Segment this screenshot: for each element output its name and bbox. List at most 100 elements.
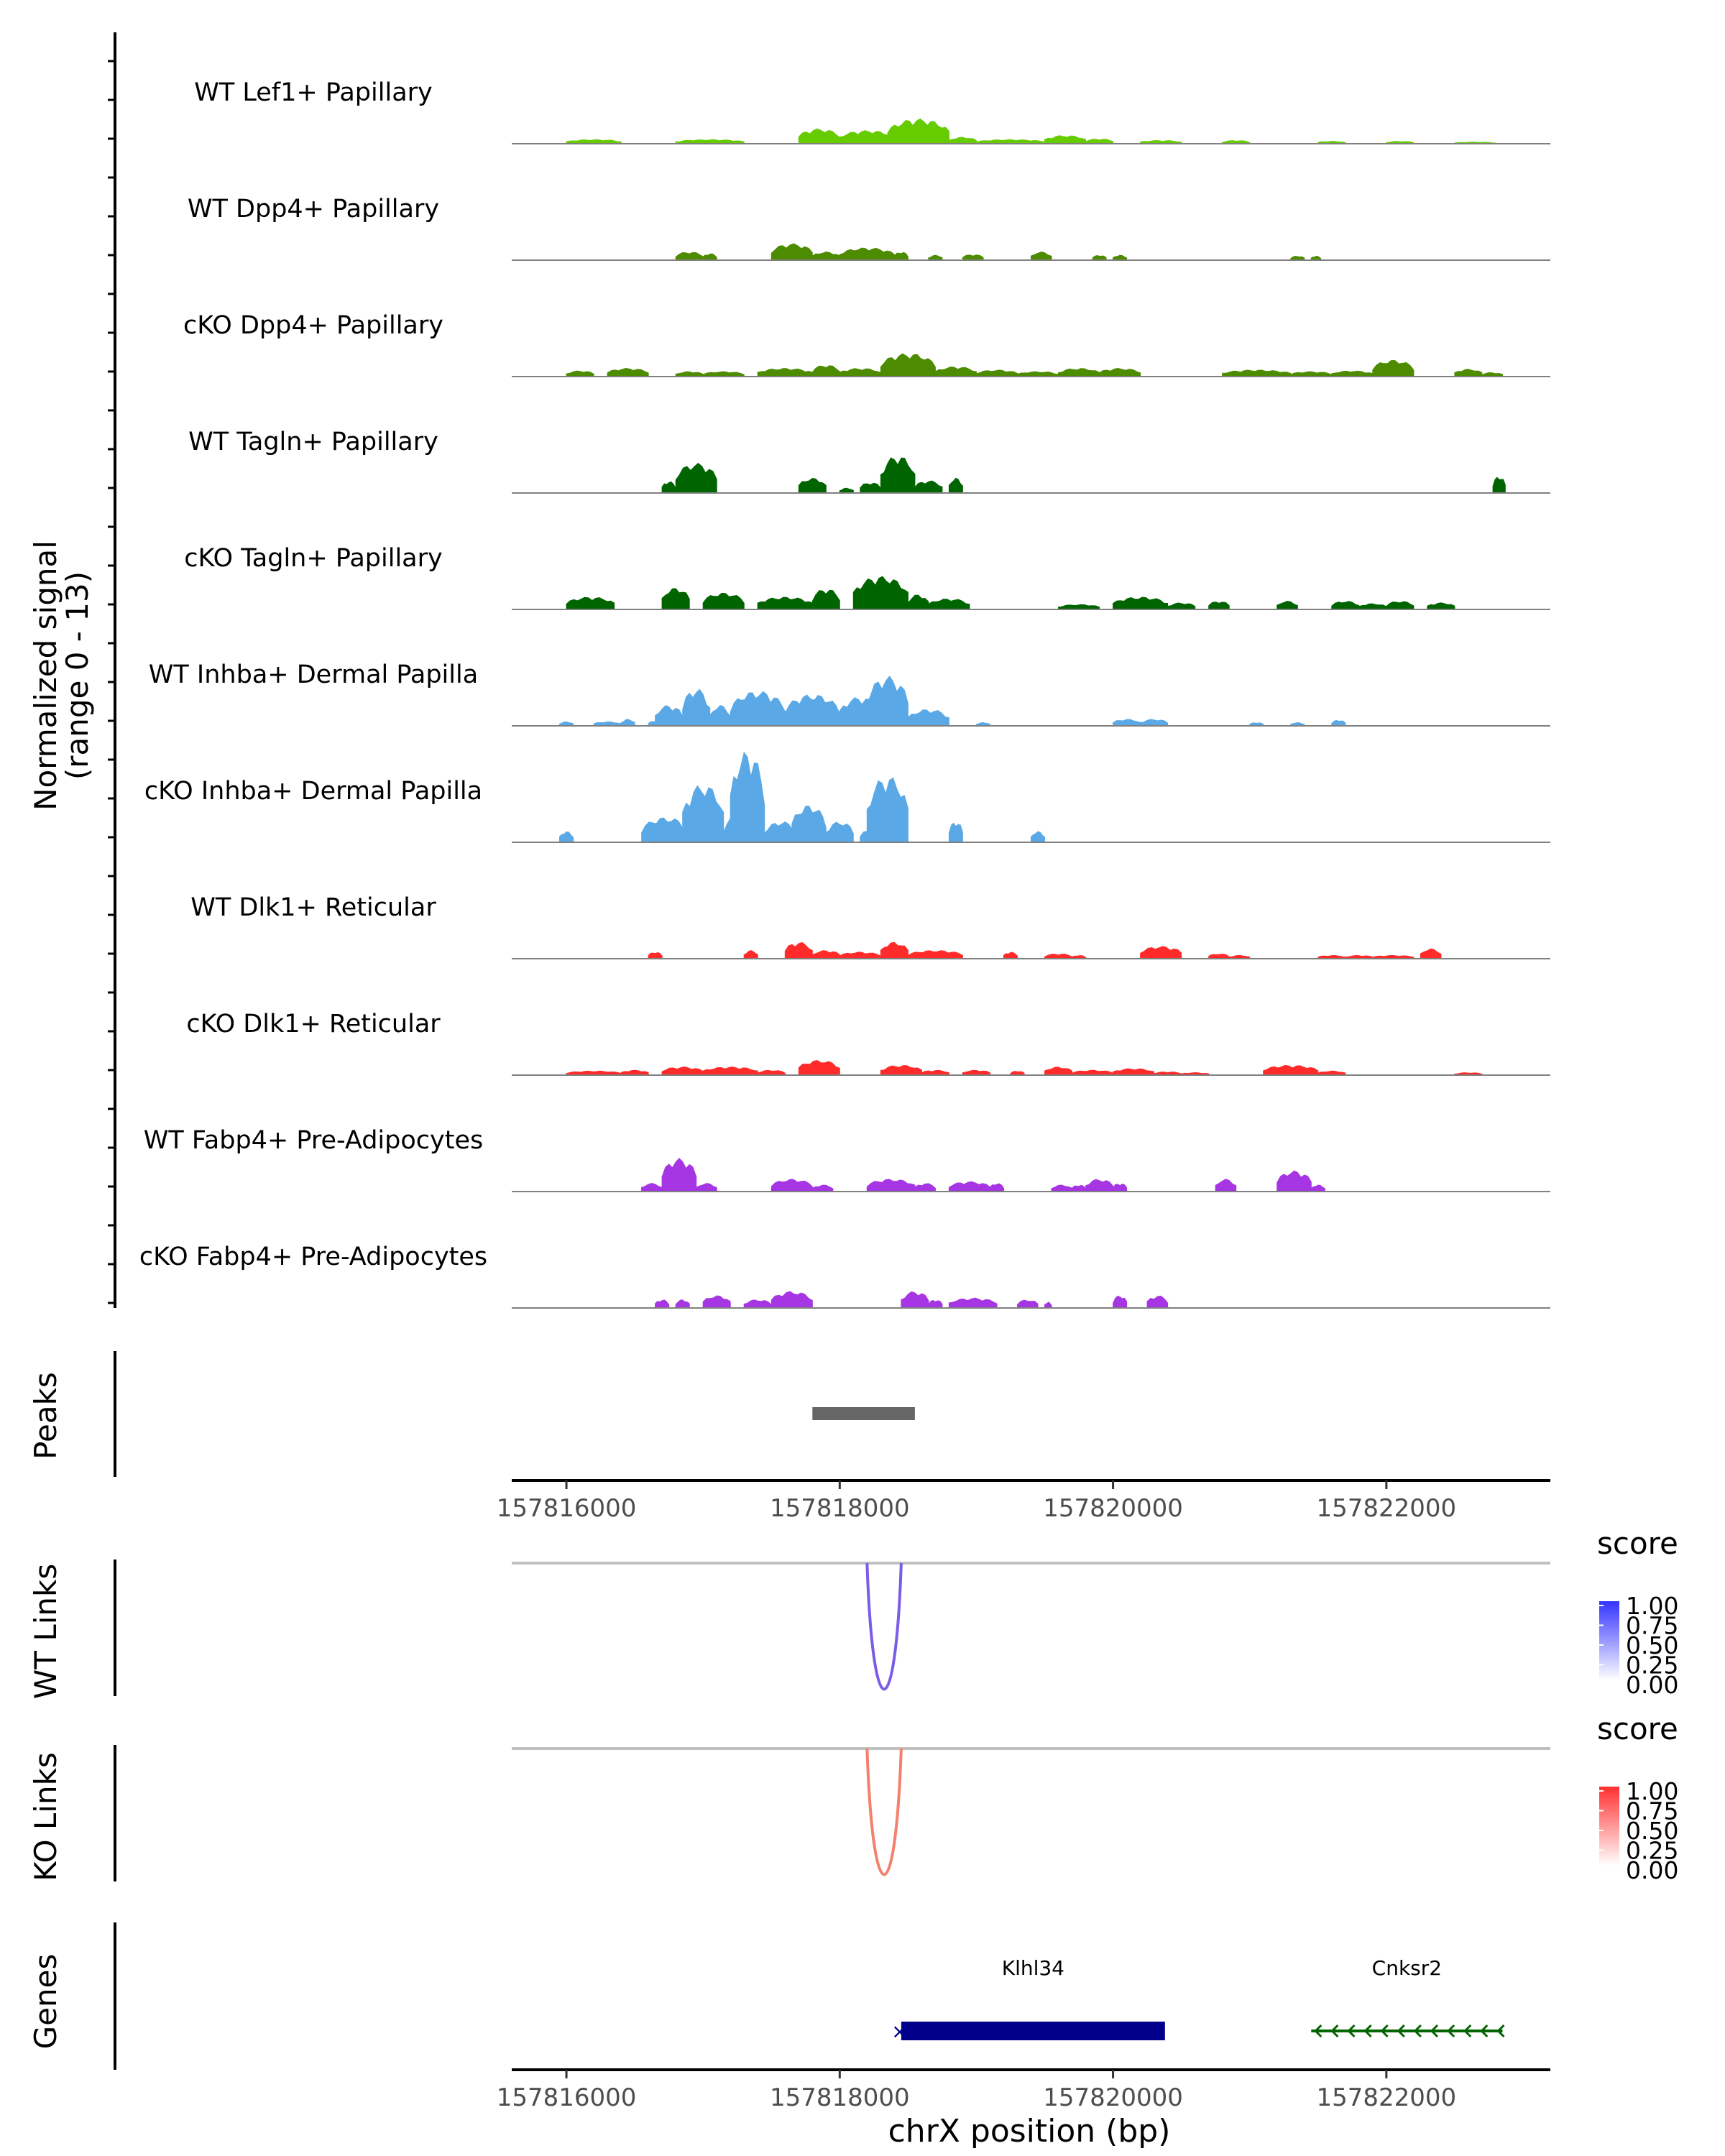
signal-peak: [566, 596, 615, 610]
signal-peak: [798, 477, 827, 494]
signal-peak: [566, 1070, 622, 1076]
coverage-track: WT Dpp4+ Papillary: [188, 195, 1550, 261]
legend-tick-label: 0.25: [1626, 1837, 1678, 1865]
signal-peak: [770, 1291, 813, 1309]
coverage-track: WT Lef1+ Papillary: [194, 78, 1550, 144]
signal-peak: [1420, 948, 1442, 959]
signal-peak: [559, 831, 574, 843]
signal-peak: [607, 367, 649, 377]
signal-peak: [880, 1065, 922, 1076]
legend-title: score: [1597, 1526, 1678, 1561]
signal-peak: [1228, 954, 1251, 959]
signal-peak: [1427, 602, 1455, 610]
signal-peak: [675, 139, 745, 144]
gene-models: Klhl34 × Cnksr2: [891, 1956, 1505, 2043]
track-label: WT Lef1+ Papillary: [194, 78, 433, 107]
signal-peak: [811, 251, 840, 261]
link-arc: [865, 1748, 903, 1876]
signal-peak: [1113, 719, 1141, 727]
gene-strand-arrow: [1496, 2024, 1505, 2038]
signal-peak: [682, 785, 724, 843]
signal-peak: [675, 252, 704, 261]
coverage-track: WT Tagln+ Papillary: [188, 428, 1550, 494]
signal-peak: [661, 1158, 697, 1192]
gene-exon-block: [901, 2022, 1165, 2040]
signal-peak: [1044, 1067, 1072, 1076]
signal-peak: [566, 139, 622, 144]
signal-peak: [1051, 1184, 1072, 1192]
peaks-label: Peaks: [28, 1372, 63, 1460]
legend-tick-label: 1.00: [1626, 1592, 1678, 1620]
signal-peak: [928, 1299, 943, 1309]
signal-peak: [839, 952, 881, 959]
signal-peak: [655, 705, 684, 727]
signal-peak: [990, 1183, 1004, 1192]
signal-peak: [1072, 1184, 1087, 1192]
legend-tick-label: 0.75: [1626, 1797, 1678, 1825]
links-panel: KO Links score 1.000.750.500.250.00: [28, 1711, 1678, 1884]
signal-peak: [1113, 254, 1128, 261]
signal-peak: [791, 805, 827, 843]
signal-peak: [566, 370, 594, 377]
signal-peak: [696, 1183, 717, 1192]
signal-peak: [620, 1069, 649, 1076]
signal-peak: [757, 368, 813, 377]
gene-strand-arrow: [1463, 2024, 1472, 2038]
signal-peak: [702, 371, 745, 377]
signal-peak: [620, 719, 635, 727]
signal-peak: [948, 1297, 998, 1309]
gene-name-label: Cnksr2: [1372, 1956, 1442, 1980]
signal-peak: [1058, 368, 1100, 377]
peak-region-bar: [812, 1407, 915, 1420]
signal-peak: [914, 1183, 936, 1192]
signal-peak: [811, 950, 840, 959]
signal-peak: [948, 477, 963, 494]
signal-peak: [743, 1299, 772, 1309]
signal-peak: [866, 676, 908, 727]
signal-peak: [1372, 359, 1414, 377]
gene-strand-arrow: [1380, 2024, 1389, 2038]
gene-model: Cnksr2: [1311, 1956, 1505, 2038]
signal-peak: [655, 1299, 670, 1309]
coverage-track: cKO Inhba+ Dermal Papilla: [144, 752, 1550, 843]
signal-peak: [757, 1069, 786, 1076]
x-axis-bottom: 157816000 157818000 157820000 157822000: [497, 2068, 1550, 2112]
legend-tick-label: 0.25: [1626, 1651, 1678, 1680]
coverage-y-axis: [108, 32, 116, 1308]
signal-peak: [1481, 372, 1503, 377]
signal-peak: [1276, 600, 1298, 610]
signal-peak: [914, 480, 943, 494]
signal-peak: [1044, 1302, 1052, 1309]
gene-strand-arrow: [1314, 2024, 1322, 2038]
signal-peak: [948, 1181, 990, 1192]
signal-peak: [811, 589, 840, 610]
coverage-track: cKO Tagln+ Papillary: [184, 544, 1550, 610]
signal-peak: [1017, 1299, 1039, 1309]
gene-name-label: Klhl34: [1002, 1956, 1064, 1980]
signal-peak: [784, 694, 840, 727]
coverage-track: WT Inhba+ Dermal Papilla: [149, 660, 1550, 727]
x-axis-bottom-tick-label: 157820000: [1043, 2083, 1183, 2112]
gene-strand-arrow: [1397, 2024, 1405, 2038]
peaks-panel: Peaks 157816000 157818000 157820000 1578220…: [28, 1351, 1550, 1523]
signal-peak: [1492, 476, 1506, 494]
signal-peak: [866, 1179, 916, 1192]
signal-peak: [866, 777, 908, 843]
signal-peak: [1031, 251, 1052, 261]
signal-peak: [641, 1182, 663, 1192]
signal-peak: [1092, 254, 1107, 261]
signal-peak: [1113, 1184, 1128, 1192]
signal-peak: [770, 1179, 813, 1192]
signal-peak: [880, 353, 936, 377]
signal-peak: [675, 1299, 690, 1309]
track-label: cKO Dpp4+ Papillary: [183, 311, 443, 340]
signal-peak: [1276, 1170, 1312, 1192]
coverage-tracks: WT Lef1+ Papillary WT Dpp4+ Papillary cKO …: [139, 78, 1550, 1309]
signal-peak: [962, 254, 984, 261]
peak-regions: [812, 1407, 915, 1420]
gene-strand-arrow: [1447, 2024, 1455, 2038]
signal-peak: [1222, 369, 1292, 377]
x-axis-top: 157816000 157818000 157820000 157822000: [497, 1479, 1550, 1523]
